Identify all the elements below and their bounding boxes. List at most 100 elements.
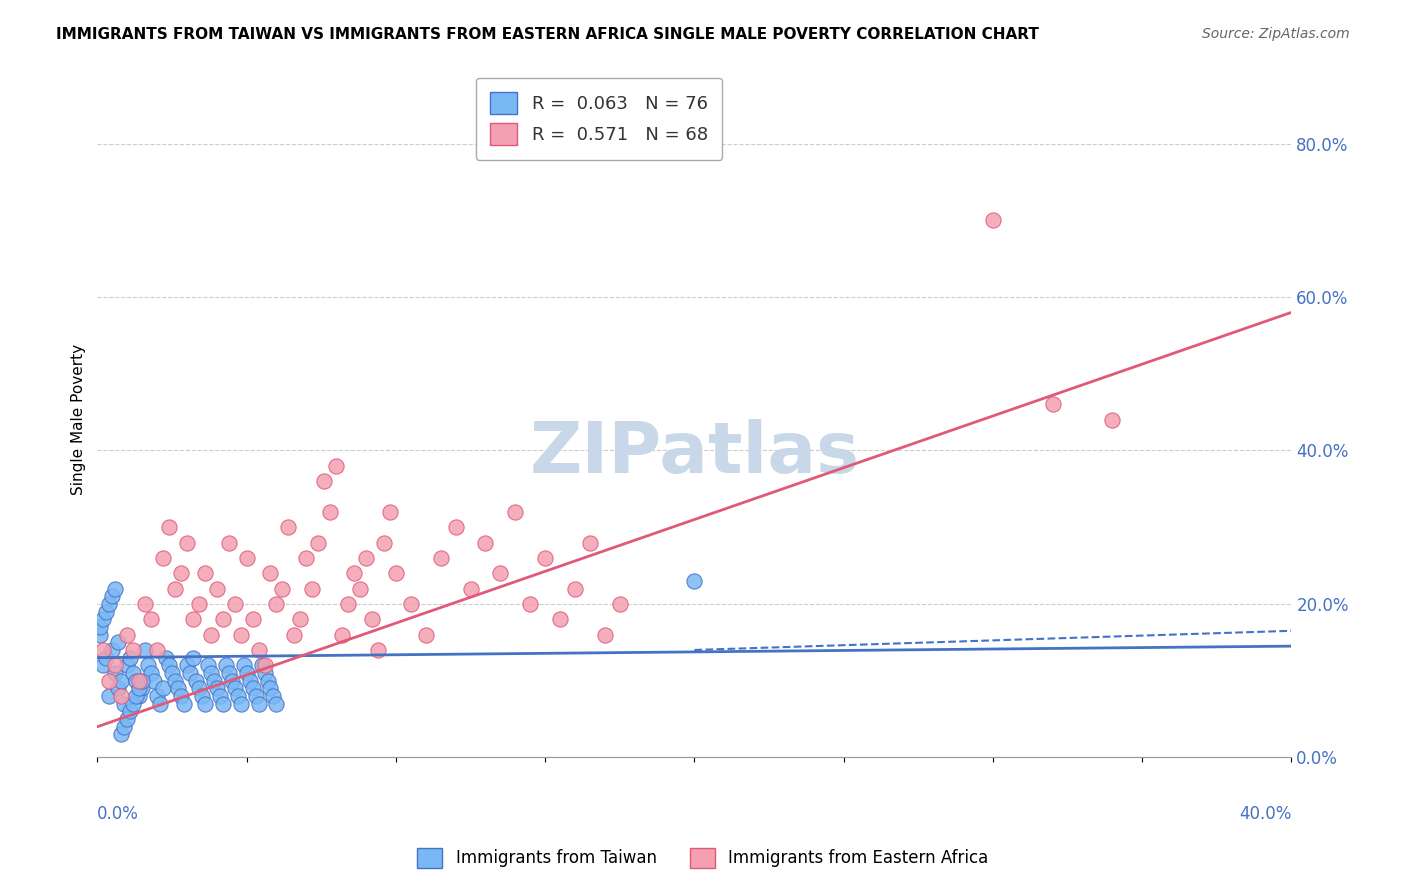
Point: [96, 650, 118, 665]
Point: [367, 643, 389, 657]
Point: [194, 697, 217, 711]
Text: 0.0%: 0.0%: [97, 805, 139, 822]
Y-axis label: Single Male Poverty: Single Male Poverty: [72, 344, 86, 495]
Point: [229, 697, 252, 711]
Point: [256, 673, 278, 688]
Point: [239, 673, 262, 688]
Point: [266, 597, 288, 611]
Point: [131, 681, 153, 696]
Point: [229, 627, 252, 641]
Point: [107, 635, 129, 649]
Point: [253, 665, 276, 680]
Point: [519, 597, 541, 611]
Point: [155, 650, 177, 665]
Point: [266, 697, 288, 711]
Point: [354, 550, 377, 565]
Point: [98, 689, 121, 703]
Point: [319, 505, 342, 519]
Point: [104, 665, 127, 680]
Point: [96, 605, 118, 619]
Point: [98, 597, 121, 611]
Point: [208, 689, 231, 703]
Point: [253, 658, 276, 673]
Point: [112, 697, 135, 711]
Point: [307, 535, 329, 549]
Point: [149, 697, 172, 711]
Point: [125, 689, 148, 703]
Point: [373, 535, 395, 549]
Point: [98, 673, 121, 688]
Point: [179, 665, 201, 680]
Point: [564, 582, 586, 596]
Point: [125, 673, 148, 688]
Point: [122, 665, 145, 680]
Point: [361, 612, 384, 626]
Point: [89, 627, 111, 641]
Point: [218, 535, 240, 549]
Point: [503, 505, 526, 519]
Point: [218, 665, 240, 680]
Point: [211, 697, 233, 711]
Point: [122, 643, 145, 657]
Point: [548, 612, 571, 626]
Point: [489, 566, 512, 581]
Point: [221, 673, 243, 688]
Point: [120, 704, 142, 718]
Point: [250, 658, 273, 673]
Point: [259, 681, 281, 696]
Point: [173, 697, 195, 711]
Point: [205, 582, 228, 596]
Point: [152, 681, 174, 696]
Point: [104, 582, 127, 596]
Point: [460, 582, 482, 596]
Point: [104, 658, 127, 673]
Point: [163, 673, 186, 688]
Point: [263, 689, 285, 703]
Point: [139, 612, 162, 626]
Point: [110, 727, 132, 741]
Legend: Immigrants from Taiwan, Immigrants from Eastern Africa: Immigrants from Taiwan, Immigrants from …: [411, 841, 995, 875]
Point: [226, 689, 249, 703]
Point: [337, 597, 360, 611]
Point: [120, 650, 142, 665]
Point: [128, 689, 150, 703]
Point: [224, 597, 246, 611]
Point: [235, 550, 257, 565]
Point: [271, 582, 294, 596]
Point: [134, 597, 156, 611]
Point: [429, 550, 451, 565]
Point: [399, 597, 422, 611]
Legend: R =  0.063   N = 76, R =  0.571   N = 68: R = 0.063 N = 76, R = 0.571 N = 68: [475, 78, 723, 160]
Point: [91, 612, 114, 626]
Point: [259, 566, 281, 581]
Point: [235, 665, 257, 680]
Text: IMMIGRANTS FROM TAIWAN VS IMMIGRANTS FROM EASTERN AFRICA SINGLE MALE POVERTY COR: IMMIGRANTS FROM TAIWAN VS IMMIGRANTS FRO…: [56, 27, 1039, 42]
Point: [128, 681, 150, 696]
Point: [101, 643, 124, 657]
Point: [134, 643, 156, 657]
Point: [176, 535, 198, 549]
Point: [197, 658, 219, 673]
Point: [378, 505, 401, 519]
Point: [205, 681, 228, 696]
Point: [444, 520, 467, 534]
Point: [170, 689, 193, 703]
Point: [1101, 413, 1123, 427]
Point: [330, 627, 353, 641]
Point: [683, 574, 706, 588]
Point: [202, 673, 225, 688]
Point: [143, 673, 166, 688]
Point: [91, 658, 114, 673]
Point: [301, 582, 323, 596]
Point: [131, 673, 153, 688]
Point: [110, 673, 132, 688]
Point: [474, 535, 496, 549]
Point: [187, 681, 209, 696]
Point: [242, 612, 264, 626]
Point: [139, 665, 162, 680]
Point: [184, 673, 207, 688]
Point: [325, 458, 347, 473]
Point: [247, 643, 270, 657]
Point: [110, 689, 132, 703]
Point: [283, 627, 305, 641]
